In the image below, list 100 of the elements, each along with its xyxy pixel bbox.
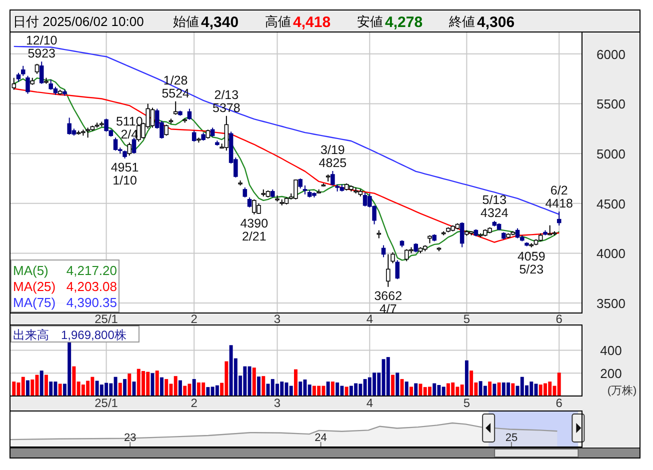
bar — [497, 382, 501, 396]
text: MA(5) 4,217.20 — [13, 263, 117, 278]
bar — [470, 370, 474, 396]
candlestick — [242, 186, 248, 198]
bar — [262, 376, 266, 396]
bar — [257, 376, 261, 396]
bar — [44, 374, 48, 396]
annotation: 3/19 4825 — [318, 143, 347, 170]
text: 安値 — [357, 14, 383, 29]
candlestick — [127, 142, 132, 156]
bar — [118, 382, 122, 396]
bar — [557, 372, 561, 396]
annotation: 4951 1/10 — [110, 160, 139, 188]
candlestick — [381, 244, 386, 258]
text: 4,278 — [385, 14, 423, 31]
annotation: 6/2 4418 — [545, 184, 574, 211]
y-tick-label: 4500 — [596, 196, 626, 212]
bar — [492, 384, 496, 396]
y-axis-title: (万株) — [607, 384, 637, 397]
bar — [128, 374, 132, 396]
bar — [414, 383, 418, 396]
candlestick — [556, 211, 562, 226]
text: MA(25) 4,203.08 — [13, 279, 117, 294]
y-tick-label: 400 — [600, 343, 622, 358]
bar — [164, 379, 168, 396]
text: 高値 — [265, 14, 291, 29]
candlestick — [20, 65, 26, 76]
candlestick — [26, 75, 30, 94]
x-tick-label: 25 — [505, 432, 518, 444]
bar — [252, 368, 256, 396]
x-tick-label: 5 — [463, 312, 470, 326]
candlestick — [298, 178, 302, 189]
bar — [511, 383, 515, 396]
bar — [294, 369, 298, 396]
bar — [330, 382, 334, 396]
bar — [26, 380, 30, 396]
chart-title: 日付 2025/06/02 10:00 — [13, 14, 144, 29]
bar — [160, 377, 164, 396]
candlestick — [395, 260, 400, 280]
y-tick-label: 6000 — [596, 46, 626, 62]
bar — [40, 370, 44, 396]
candlestick — [460, 222, 464, 248]
bar — [289, 386, 293, 396]
y-tick-label: 5000 — [596, 146, 626, 162]
candlestick — [247, 196, 252, 208]
x-tick-label: 25/1 — [94, 396, 118, 410]
bar — [298, 382, 302, 396]
x-tick-label: 2 — [190, 312, 198, 326]
x-tick-label: 23 — [124, 432, 136, 444]
x-tick-label: 2 — [190, 396, 198, 410]
bar — [432, 383, 436, 396]
annotation: 12/10 5923 — [26, 34, 58, 61]
bar — [464, 360, 468, 396]
bar — [132, 382, 136, 396]
x-tick-label: 4 — [366, 312, 374, 326]
candlestick — [390, 252, 395, 264]
bar — [326, 382, 330, 396]
annotation: 4059 5/23 — [517, 249, 546, 276]
x-tick-label: 25/1 — [94, 312, 118, 326]
y-tick-label: 200 — [600, 366, 622, 382]
candlestick — [386, 254, 390, 288]
candlestick — [164, 124, 168, 136]
y-tick-label: 3500 — [596, 296, 626, 312]
y-tick-label: 4000 — [596, 246, 626, 262]
candlestick — [39, 61, 44, 84]
bar — [344, 386, 348, 396]
y-tick-label: 5500 — [596, 96, 626, 112]
candlestick — [132, 137, 136, 154]
text: 4,306 — [477, 14, 515, 31]
text: MA(75) 4,390.35 — [13, 295, 117, 310]
bar — [336, 382, 340, 396]
bar — [123, 379, 127, 396]
text: 終値 — [448, 14, 475, 29]
bar — [488, 382, 492, 396]
bar — [58, 384, 62, 396]
x-tick-label: 6 — [556, 312, 563, 326]
bar — [386, 357, 390, 396]
bar — [396, 372, 400, 396]
candlestick — [187, 108, 192, 120]
bar — [174, 376, 178, 396]
bar — [404, 382, 408, 396]
bar — [215, 385, 219, 396]
x-tick-label: 3 — [274, 312, 281, 326]
text: 始値 — [173, 14, 199, 29]
bar — [391, 374, 395, 396]
x-tick-label: 6 — [556, 396, 563, 410]
annotation: 1/28 5524 — [162, 73, 190, 100]
bar — [12, 382, 16, 396]
bar — [192, 379, 196, 396]
candlestick — [150, 107, 155, 128]
annotation: 3662 4/7 — [374, 288, 402, 316]
annotation: 4390 2/21 — [240, 216, 268, 244]
bar — [410, 386, 413, 396]
bar — [178, 380, 182, 396]
x-tick-label: 24 — [314, 432, 327, 444]
x-tick-label: 3 — [274, 396, 281, 410]
x-tick-label: 5 — [463, 396, 470, 410]
candlestick — [192, 130, 196, 142]
text: 4,340 — [201, 14, 239, 31]
bar — [183, 386, 187, 396]
